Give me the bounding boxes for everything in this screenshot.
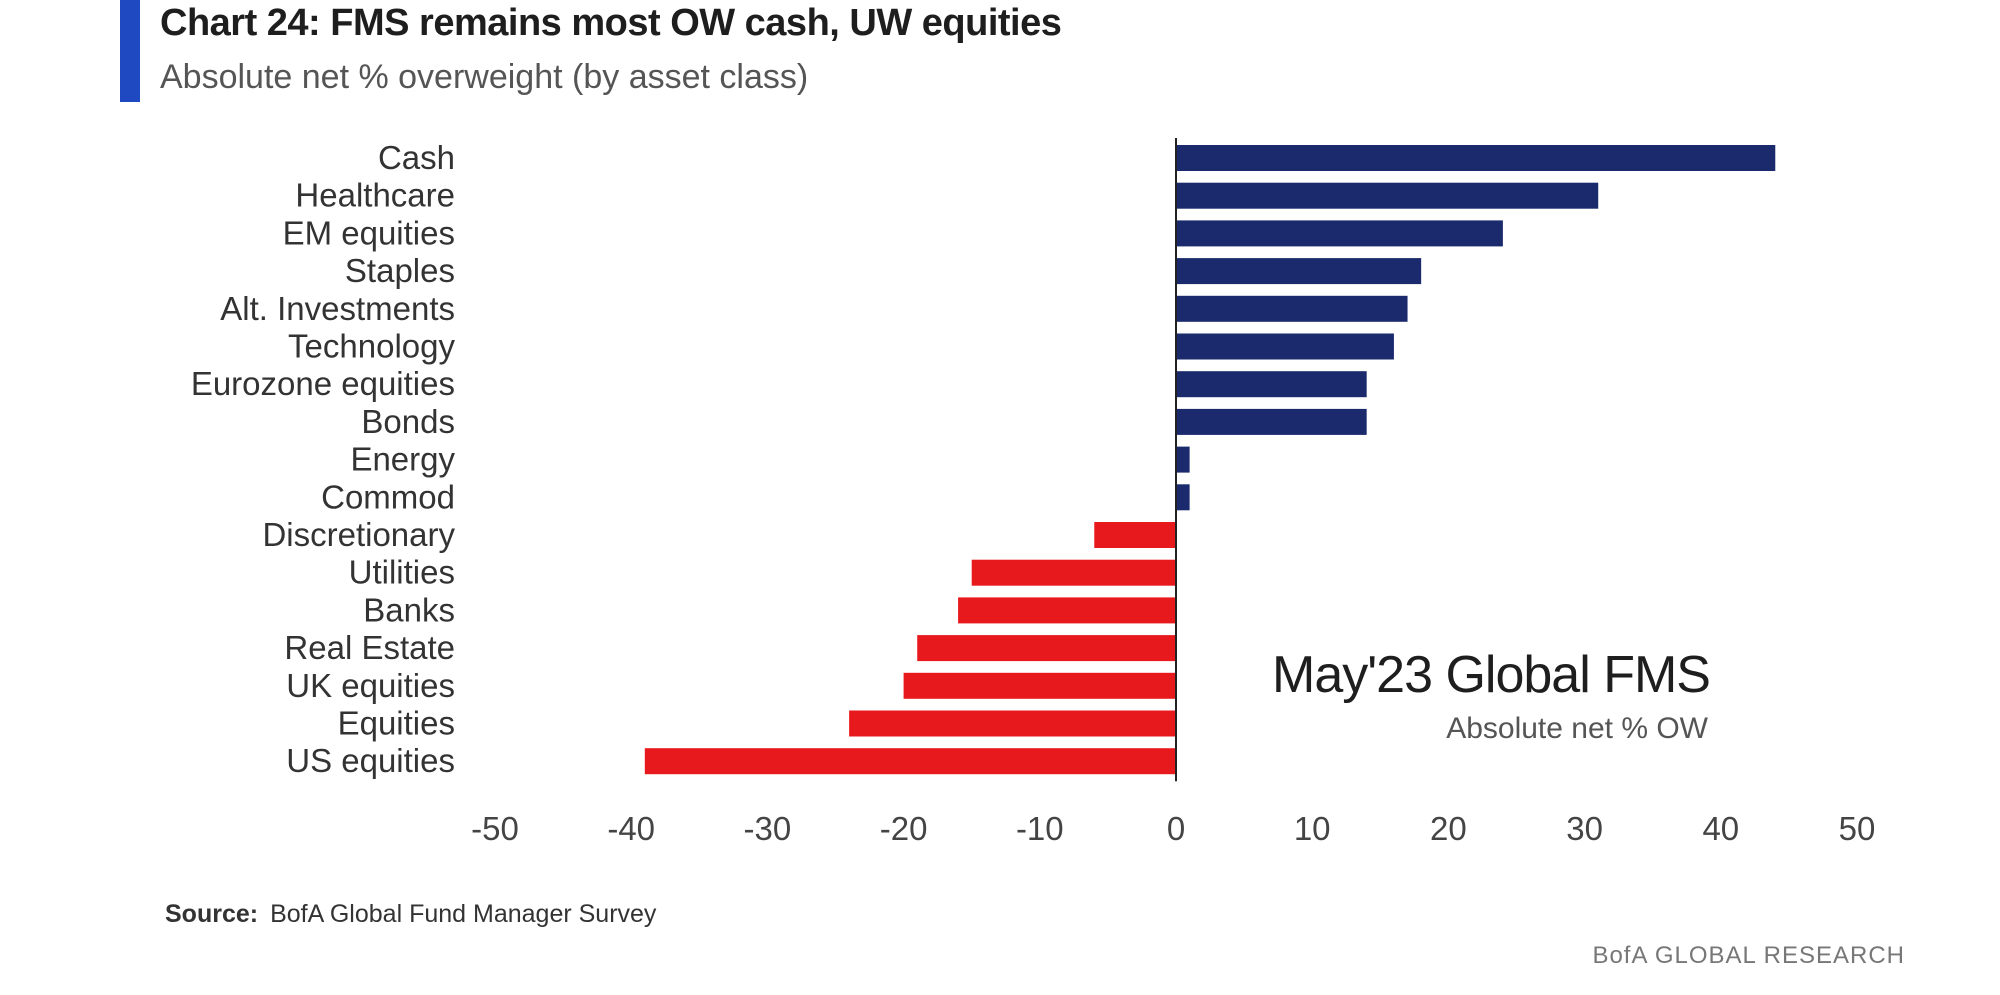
brand-footer: BofA GLOBAL RESEARCH — [1592, 942, 1905, 969]
annotation-subtitle: Absolute net % OW — [1446, 712, 1708, 745]
category-label: Staples — [345, 252, 455, 289]
bar-us-equities — [644, 748, 1176, 775]
x-tick-label: 40 — [1702, 810, 1739, 847]
category-label: Technology — [288, 328, 455, 365]
bar-bonds — [1176, 408, 1367, 435]
bar-healthcare — [1176, 182, 1599, 209]
bar-utilities — [971, 559, 1176, 586]
bar-equities — [849, 710, 1176, 737]
bar-real-estate — [917, 635, 1176, 662]
bar-banks — [958, 597, 1176, 624]
bar-staples — [1176, 258, 1422, 285]
x-tick-label: -20 — [880, 810, 928, 847]
source-text: BofA Global Fund Manager Survey — [270, 900, 657, 928]
category-label: Banks — [363, 591, 455, 628]
category-label: Cash — [378, 139, 455, 176]
title-accent-bar — [120, 0, 140, 102]
source-note: Source: BofA Global Fund Manager Survey — [165, 900, 656, 929]
category-label: Real Estate — [284, 629, 455, 666]
bars-group — [644, 145, 1776, 775]
bar-commod — [1176, 484, 1190, 511]
bar-discretionary — [1094, 522, 1176, 548]
bar-uk-equities — [903, 672, 1176, 699]
x-tick-label: 30 — [1566, 810, 1603, 847]
category-label: Alt. Investments — [220, 290, 455, 327]
category-label: Commod — [321, 478, 455, 515]
category-label: US equities — [286, 742, 455, 779]
x-tick-label: 50 — [1839, 810, 1876, 847]
category-label: Energy — [350, 441, 455, 478]
category-label: Healthcare — [295, 177, 455, 214]
x-tick-label: 10 — [1294, 810, 1331, 847]
bar-em-equities — [1176, 220, 1503, 247]
source-label: Source: — [165, 900, 259, 928]
bar-alt-investments — [1176, 295, 1408, 322]
x-tick-label: -30 — [744, 810, 792, 847]
bar-eurozone-equities — [1176, 371, 1367, 398]
chart-title: Chart 24: FMS remains most OW cash, UW e… — [160, 2, 1062, 44]
chart-subtitle: Absolute net % overweight (by asset clas… — [160, 58, 809, 96]
x-tick-label: -50 — [471, 810, 519, 847]
bar-technology — [1176, 333, 1394, 360]
category-label: EM equities — [283, 214, 455, 251]
x-tick-labels: -50 -40 -30 -20 -10 0 10 20 30 40 50 — [471, 810, 1875, 847]
category-label: UK equities — [286, 667, 455, 704]
x-tick-label: -10 — [1016, 810, 1064, 847]
category-label: Utilities — [349, 554, 455, 591]
bar-cash — [1176, 145, 1776, 171]
x-tick-label: 20 — [1430, 810, 1467, 847]
x-tick-label: 0 — [1167, 810, 1185, 847]
category-label: Equities — [338, 705, 455, 742]
category-label: Bonds — [361, 403, 455, 440]
category-label: Discretionary — [262, 516, 455, 553]
bar-energy — [1176, 446, 1190, 473]
annotation-title: May'23 Global FMS — [1272, 646, 1711, 704]
category-label: Eurozone equities — [191, 365, 455, 402]
x-tick-label: -40 — [607, 810, 655, 847]
